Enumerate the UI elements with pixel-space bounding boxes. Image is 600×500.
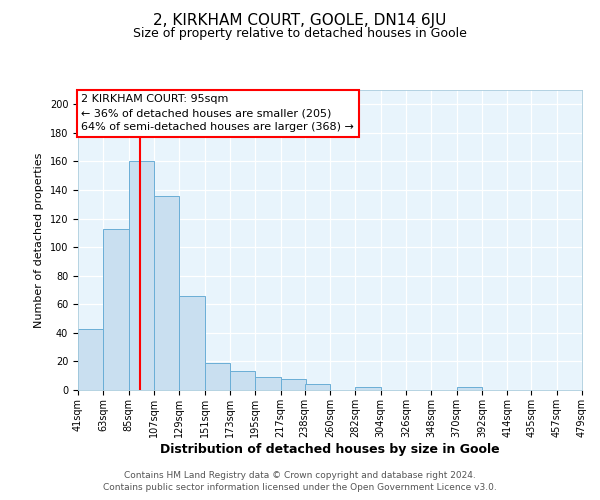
- Text: Contains HM Land Registry data © Crown copyright and database right 2024.: Contains HM Land Registry data © Crown c…: [124, 471, 476, 480]
- Bar: [457, 387, 482, 390]
- Bar: [281, 378, 306, 390]
- Text: Size of property relative to detached houses in Goole: Size of property relative to detached ho…: [133, 28, 467, 40]
- X-axis label: Distribution of detached houses by size in Goole: Distribution of detached houses by size …: [160, 442, 500, 456]
- Bar: [154, 196, 179, 390]
- Bar: [205, 363, 230, 390]
- Text: Contains public sector information licensed under the Open Government Licence v3: Contains public sector information licen…: [103, 484, 497, 492]
- Bar: [305, 384, 330, 390]
- Bar: [103, 228, 128, 390]
- Bar: [128, 162, 154, 390]
- Bar: [355, 387, 380, 390]
- Text: 2, KIRKHAM COURT, GOOLE, DN14 6JU: 2, KIRKHAM COURT, GOOLE, DN14 6JU: [154, 12, 446, 28]
- Bar: [179, 296, 205, 390]
- Bar: [255, 377, 281, 390]
- Bar: [78, 328, 103, 390]
- Y-axis label: Number of detached properties: Number of detached properties: [34, 152, 44, 328]
- Text: 2 KIRKHAM COURT: 95sqm
← 36% of detached houses are smaller (205)
64% of semi-de: 2 KIRKHAM COURT: 95sqm ← 36% of detached…: [82, 94, 355, 132]
- Bar: [230, 372, 255, 390]
